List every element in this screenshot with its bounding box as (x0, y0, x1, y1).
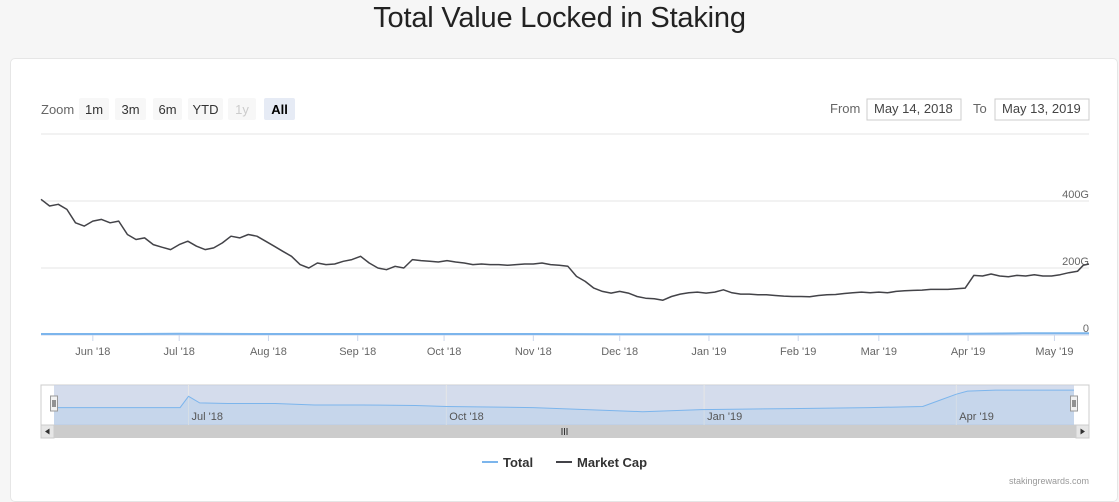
navigator-handle-left[interactable] (50, 395, 58, 412)
navigator-grid (188, 385, 957, 425)
x-tick-label: Feb '19 (780, 346, 816, 358)
range-selector: Zoom 1m 3m 6m YTD 1y All From May 14, 2018 To… (41, 98, 1090, 121)
to-date-input[interactable] (994, 98, 1090, 121)
zoom-button-1y[interactable]: 1y (228, 98, 256, 120)
from-date-input[interactable] (866, 98, 962, 121)
x-tick-label: Dec '18 (601, 346, 638, 358)
navigator-series-area (54, 390, 1074, 425)
x-tick-label: Jul '18 (163, 346, 194, 358)
navigator-tick-label: Apr '19 (959, 411, 994, 423)
to-date-value: May 13, 2019 (1002, 101, 1081, 116)
legend-item-market-cap[interactable]: Market Cap (556, 455, 647, 470)
x-axis-labels: Jun '18 Jul '18 Aug '18 Sep '18 Oct '18 Nov '… (75, 335, 1074, 358)
zoom-button-1m[interactable]: 1m (79, 98, 109, 120)
series-line-market-cap[interactable] (40, 198, 1090, 301)
zoom-button-3m[interactable]: 3m (115, 98, 146, 120)
x-tick-label: Aug '18 (250, 346, 287, 358)
x-tick-label: Jan '19 (691, 346, 726, 358)
zoom-button-label: 1m (85, 102, 103, 117)
chart-card: Zoom 1m 3m 6m YTD 1y All From May 14, 2018 To… (10, 58, 1118, 502)
series-line-total[interactable] (41, 332, 1089, 336)
navigator-tick-label: Oct '18 (449, 411, 484, 423)
zoom-button-label: 1y (235, 102, 249, 117)
navigator-series-line (54, 389, 1074, 413)
navigator-mask (54, 385, 1074, 425)
zoom-label: Zoom (41, 102, 74, 117)
x-tick-label: May '19 (1035, 346, 1073, 358)
zoom-button-ytd[interactable]: YTD (188, 98, 223, 120)
page-title: Total Value Locked in Staking (373, 2, 746, 34)
y-tick-label: 400G (1062, 189, 1089, 201)
grid-lines (41, 200, 1089, 336)
x-tick-label: Nov '18 (515, 346, 552, 358)
y-tick-label: 200G (1062, 256, 1089, 268)
plot-area (40, 198, 1090, 336)
legend: Total Market Cap (482, 455, 647, 470)
x-tick-label: Mar '19 (861, 346, 897, 358)
arrow-left-icon (45, 428, 50, 435)
zoom-button-label: 3m (121, 102, 139, 117)
navigator-tick-label: Jan '19 (707, 411, 742, 423)
zoom-button-label: YTD (193, 102, 219, 117)
from-label: From (830, 101, 860, 116)
zoom-buttons: 1m 3m 6m YTD 1y All (79, 98, 295, 120)
zoom-button-6m[interactable]: 6m (153, 98, 182, 120)
stock-chart: Zoom 1m 3m 6m YTD 1y All From May 14, 2018 To… (40, 98, 1090, 486)
zoom-button-all[interactable]: All (264, 98, 295, 120)
arrow-right-icon (1080, 428, 1085, 435)
navigator-series-group (54, 389, 1074, 425)
legend-item-total[interactable]: Total (482, 455, 533, 470)
legend-label: Total (503, 455, 533, 470)
zoom-button-label: All (271, 102, 288, 117)
y-axis-labels: 0 200G 400G (1062, 189, 1089, 335)
x-tick-label: Apr '19 (951, 346, 986, 358)
scrollbar[interactable] (40, 424, 1090, 439)
x-tick-label: Oct '18 (427, 346, 462, 358)
navigator-axis-labels: Jul '18 Oct '18 Jan '19 Apr '19 (192, 411, 994, 423)
to-label: To (973, 101, 987, 116)
credits-link[interactable]: stakingrewards.com (1009, 476, 1089, 486)
from-date-value: May 14, 2018 (874, 101, 953, 116)
zoom-button-label: 6m (158, 102, 176, 117)
navigator[interactable]: Jul '18 Oct '18 Jan '19 Apr '19 (40, 384, 1090, 426)
x-tick-label: Sep '18 (339, 346, 376, 358)
navigator-tick-label: Jul '18 (192, 411, 223, 423)
legend-label: Market Cap (577, 455, 647, 470)
x-tick-label: Jun '18 (75, 346, 110, 358)
navigator-handle-right[interactable] (1070, 395, 1078, 412)
y-tick-label: 0 (1083, 323, 1089, 335)
